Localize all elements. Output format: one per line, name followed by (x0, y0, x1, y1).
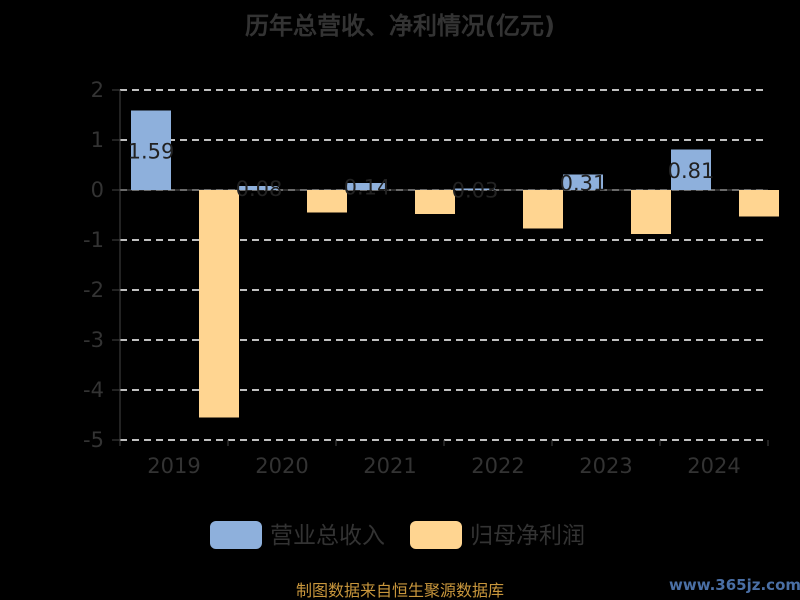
watermark: www.365jz.com (669, 576, 800, 594)
data-label: 0.03 (452, 178, 499, 202)
bar-revenue-2022[interactable] (455, 188, 495, 191)
legend-swatch-revenue[interactable] (210, 521, 262, 549)
y-tick-label: -5 (83, 428, 104, 452)
data-label: 0.14 (344, 176, 391, 200)
bar-net-profit-2020[interactable] (307, 190, 347, 213)
y-tick-label: 1 (91, 128, 104, 152)
footer-source: 制图数据来自恒生聚源数据库 (296, 581, 504, 600)
legend-label-revenue[interactable]: 营业总收入 (270, 523, 385, 549)
y-tick-label: -3 (83, 328, 104, 352)
x-tick-label: 2023 (579, 454, 632, 478)
data-label: 0.31 (560, 171, 607, 195)
legend-label-net-profit[interactable]: 归母净利润 (470, 523, 585, 549)
y-axis: 2 1 0 -1 -2 -3 -4 -5 (83, 78, 121, 452)
data-label: 0.08 (236, 177, 283, 201)
bar-revenue-2024[interactable] (671, 149, 711, 191)
bar-net-profit-2019[interactable] (199, 190, 239, 418)
bar-net-profit-2022[interactable] (523, 190, 563, 229)
y-tick-label: 2 (91, 78, 104, 102)
chart-title: 历年总营收、净利情况(亿元) (245, 12, 555, 40)
y-tick-label: -2 (83, 278, 104, 302)
legend[interactable]: 营业总收入 归母净利润 (210, 521, 585, 549)
y-tick-label: -4 (83, 378, 104, 402)
bar-revenue-2023[interactable] (563, 174, 603, 191)
bar-net-profit-2021[interactable] (415, 190, 455, 214)
bar-revenue-2020[interactable] (239, 186, 279, 190)
data-label: 0.81 (668, 159, 715, 183)
x-tick-label: 2020 (255, 454, 308, 478)
legend-swatch-net-profit[interactable] (410, 521, 462, 549)
y-tick-label: -1 (83, 228, 104, 252)
bars (131, 110, 779, 418)
bar-net-profit-2023[interactable] (631, 190, 671, 234)
y-tick-label: 0 (91, 178, 104, 202)
x-tick-label: 2022 (471, 454, 524, 478)
bar-revenue-2021[interactable] (347, 183, 387, 190)
data-label: 1.59 (128, 139, 175, 163)
x-tick-label: 2019 (147, 454, 200, 478)
bar-revenue-2019[interactable] (131, 110, 171, 191)
data-labels: 1.59 0.08 0.14 0.03 0.31 0.81 (128, 139, 715, 202)
x-tick-label: 2024 (687, 454, 740, 478)
bar-net-profit-2024[interactable] (739, 190, 779, 217)
x-tick-label: 2021 (363, 454, 416, 478)
